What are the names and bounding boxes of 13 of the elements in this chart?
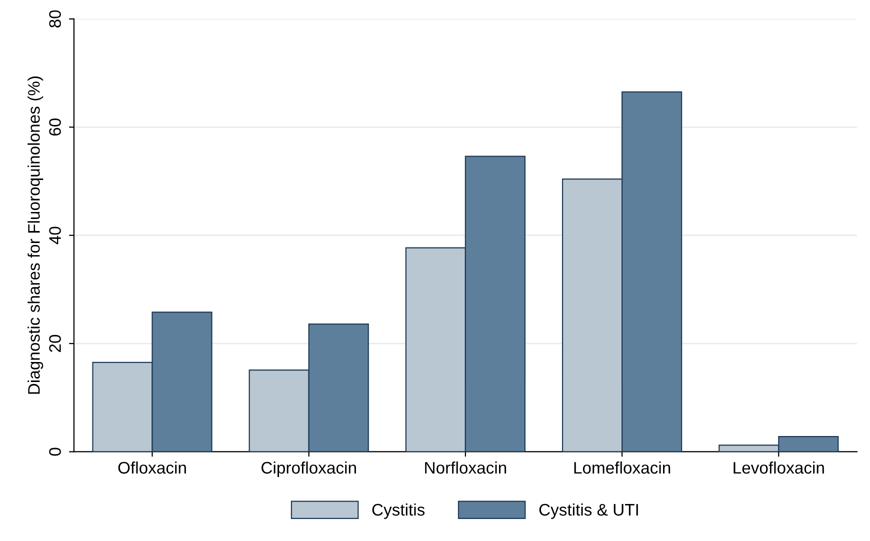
x-tick-label: Norfloxacin bbox=[425, 461, 506, 474]
x-tick-label: Ofloxacin bbox=[118, 461, 186, 474]
y-axis-title: Diagnostic shares for Fluoroquinolones (%) bbox=[28, 76, 44, 394]
y-tick-label: 0 bbox=[49, 448, 61, 456]
y-tick-label: 40 bbox=[49, 226, 61, 244]
x-tick-label: Ciprofloxacin bbox=[262, 461, 356, 477]
x-tick-label: Levofloxacin bbox=[734, 461, 824, 474]
legend-label: Cystitis & UTI bbox=[539, 503, 638, 519]
y-tick-label: 20 bbox=[49, 334, 61, 352]
x-tick-label: Lomefloxacin bbox=[574, 461, 670, 474]
legend-label: Cystitis bbox=[372, 503, 425, 519]
y-tick-label: 80 bbox=[49, 10, 61, 28]
y-tick-label: 60 bbox=[49, 118, 61, 136]
